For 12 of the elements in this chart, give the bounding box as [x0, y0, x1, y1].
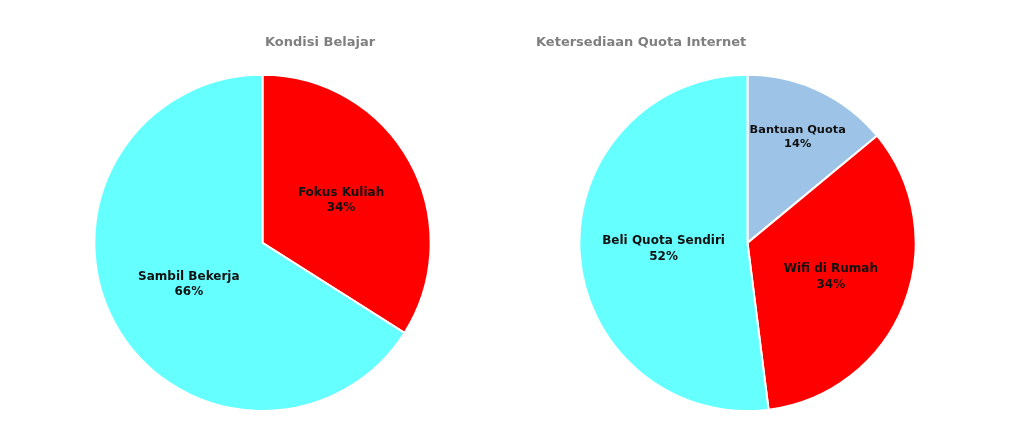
data-label: 34%	[816, 276, 846, 291]
data-label: 66%	[174, 284, 204, 299]
chart-title: Ketersediaan Quota Internet	[536, 34, 747, 49]
chart-title: Kondisi Belajar	[265, 34, 376, 49]
slice-label: Fokus Kuliah	[297, 184, 385, 199]
slice-label: Bantuan Quota	[749, 121, 846, 136]
data-label: 52%	[649, 248, 678, 263]
data-label: 14%	[784, 136, 812, 151]
slice-label: Sambil Bekerja	[138, 268, 240, 283]
slice-label: Beli Quota Sendiri	[602, 233, 725, 248]
data-label: 34%	[326, 200, 356, 215]
slice-label: Wifi di Rumah	[783, 261, 878, 276]
